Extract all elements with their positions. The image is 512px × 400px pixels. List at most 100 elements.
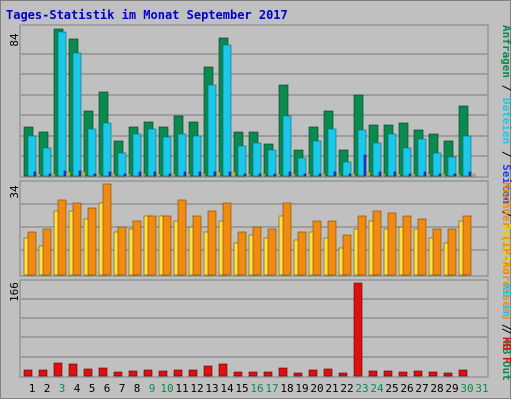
bar-dateien-day-25 [387,133,397,177]
x-tick-label: 28 [430,382,443,395]
bar-besuche-day-5 [97,173,101,177]
bar-kb-f-day-10 [158,370,168,377]
bar-kb-f-day-17 [263,371,273,377]
bar-seiten-day-24 [378,171,382,177]
x-tick-label: 16 [250,382,263,395]
bar-dateien-day-14 [222,44,232,177]
bar-dateien-day-27 [417,138,427,177]
bar-rechner-ip-adressen-day-15 [237,231,247,276]
bar-kb-f-day-1 [23,369,33,377]
x-tick-label: 3 [59,382,66,395]
legend-item: / [500,78,512,98]
bar-kb-f-day-26 [398,371,408,377]
bar-seiten-day-2 [48,173,52,177]
x-tick-label: 9 [149,382,156,395]
bar-rechner-ip-adressen-day-19 [297,231,307,276]
bar-seiten-day-19 [303,173,307,177]
x-tick-label: 7 [119,382,126,395]
bar-besuche-day-14 [232,171,236,177]
x-tick-label: 20 [310,382,323,395]
bar-kb-f-day-18 [278,367,288,377]
x-tick-label: 26 [400,382,413,395]
bar-besuche-day-18 [292,173,296,177]
bar-besuche-day-4 [82,171,86,177]
bar-rechner-ip-adressen-day-20 [312,220,322,276]
bar-dateien-day-15 [237,145,247,177]
bar-besuche-day-24 [382,173,386,177]
bar-seiten-day-26 [408,173,412,177]
bar-dateien-day-18 [282,115,292,177]
bar-besuche-day-15 [247,173,251,177]
bar-rechner-ip-adressen-day-12 [192,215,202,276]
bar-kb-f-day-6 [98,367,108,377]
bar-rechner-ip-adressen-day-13 [207,210,217,276]
bar-kb-f-day-20 [308,369,318,377]
bar-besuche-day-3 [67,171,71,177]
legend-item: Dateien [500,98,512,144]
bar-seiten-day-1 [33,171,37,177]
legend-item: / [500,317,512,337]
bar-rechner-ip-adressen-day-25 [387,212,397,276]
x-tick-label: 14 [220,382,234,395]
x-tick-label: 15 [235,382,248,395]
legend-item: Seiten [500,164,512,204]
bar-seiten-day-17 [273,173,277,177]
bar-seiten-day-3 [63,170,67,177]
bar-dateien-day-13 [207,84,217,177]
bar-rechner-ip-adressen-day-10 [162,215,172,276]
x-tick-label: 8 [134,382,141,395]
legend-visits: Rechner (IP-Adressen) / KB Out [500,182,512,381]
bar-dateien-day-20 [312,140,322,177]
bar-kb-f-day-29 [443,372,453,377]
legend-item: KB In [500,284,512,317]
bar-kb-f-day-25 [383,370,393,377]
bar-kb-f-day-2 [38,369,48,377]
bar-besuche-day-10 [172,173,176,177]
bar-dateien-day-9 [147,128,157,177]
bar-seiten-day-18 [288,171,292,177]
bar-dateien-day-22 [342,161,352,177]
x-tick-label: 31 [475,382,488,395]
bars-traffic [23,282,468,377]
bar-kb-f-day-3 [53,362,63,377]
bar-besuche-day-7 [127,173,131,177]
bar-besuche-day-29 [457,173,461,177]
bar-seiten-day-15 [243,173,247,177]
bar-seiten-day-12 [198,171,202,177]
x-tick-label: 21 [325,382,338,395]
x-tick-label: 12 [190,382,203,395]
x-tick-label: 10 [160,382,173,395]
bar-besuche-day-21 [337,173,341,177]
bar-dateien-day-5 [87,128,97,177]
legend-item: / [500,321,512,341]
bar-dateien-day-6 [102,122,112,177]
x-tick-label: 4 [74,382,81,395]
x-tick-label: 29 [445,382,458,395]
bar-dateien-day-29 [447,156,457,177]
bars-visits [23,183,472,276]
bar-dateien-day-11 [177,133,187,177]
bar-kb-f-day-14 [218,363,228,377]
x-tick-label: 24 [370,382,384,395]
bar-dateien-day-30 [462,135,472,177]
bar-besuche-day-28 [442,173,446,177]
bar-dateien-day-1 [27,135,37,177]
x-tick-label: 27 [415,382,428,395]
bar-kb-f-day-9 [143,369,153,377]
bar-rechner-ip-adressen-day-18 [282,202,292,276]
bar-besuche-day-8 [142,173,146,177]
bar-seiten-day-6 [108,171,112,177]
bar-rechner-ip-adressen-day-28 [432,228,442,276]
y-max-label-traffic: 166 [8,282,21,302]
bar-rechner-ip-adressen-day-6 [102,183,112,276]
bar-rechner-ip-adressen-day-17 [267,228,277,276]
bar-kb-f-day-7 [113,371,123,377]
x-tick-label: 23 [355,382,368,395]
x-tick-label: 2 [44,382,51,395]
bar-kb-f-day-23 [353,282,363,377]
bar-kb-f-day-24 [368,370,378,377]
bar-besuche-day-11 [187,173,191,177]
bar-besuche-day-20 [322,173,326,177]
panel-traffic [19,279,489,378]
